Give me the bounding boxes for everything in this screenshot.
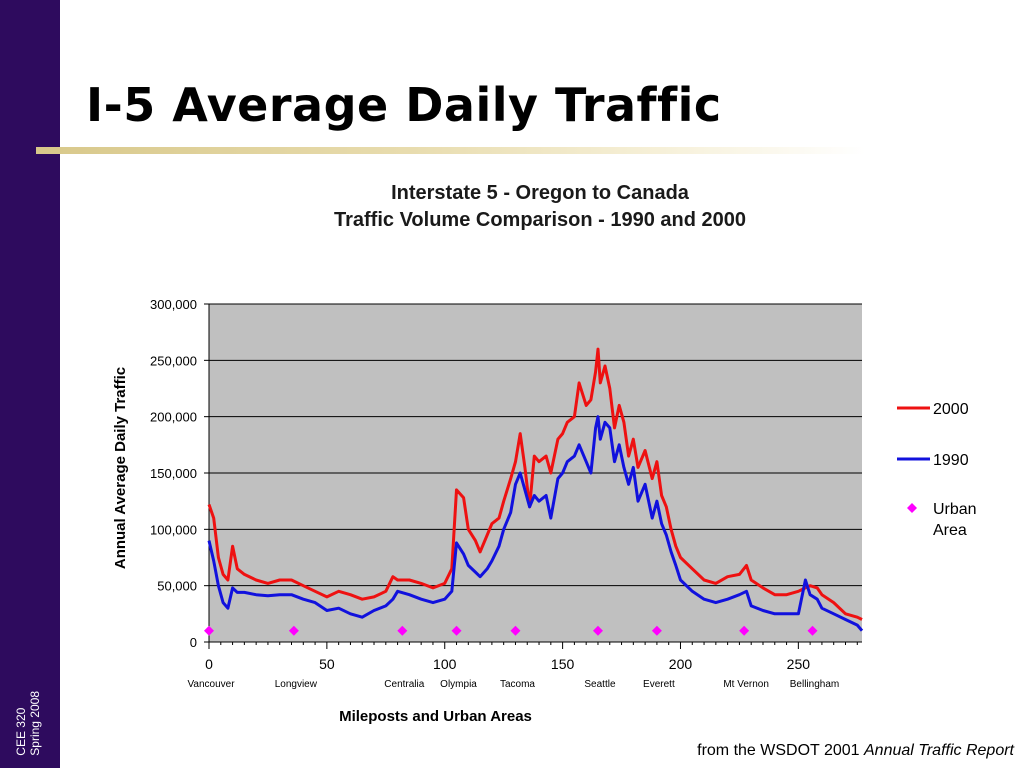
y-axis-label: Annual Average Daily Traffic	[112, 367, 129, 569]
source-note: from the WSDOT 2001 Annual Traffic Repor…	[697, 742, 1014, 760]
x-tick-label: 50	[319, 656, 335, 672]
urban-area-label: Longview	[275, 679, 318, 690]
urban-area-label: Olympia	[440, 679, 477, 690]
urban-area-label: Bellingham	[790, 679, 839, 690]
y-tick-label: 250,000	[150, 353, 197, 368]
x-tick-label: 0	[205, 656, 213, 672]
y-tick-label: 100,000	[150, 522, 197, 537]
x-tick-label: 200	[669, 656, 693, 672]
legend-1990-label: 1990	[933, 452, 969, 469]
chart-title: Interstate 5 - Oregon to Canada	[391, 182, 689, 204]
y-tick-label: 300,000	[150, 297, 197, 312]
urban-area-label: Tacoma	[500, 679, 535, 690]
legend-2000-label: 2000	[933, 401, 969, 418]
legend-urban-swatch	[907, 503, 917, 513]
urban-area-marker	[510, 625, 521, 636]
source-report-title: Annual Traffic Report	[864, 742, 1014, 759]
urban-area-label: Vancouver	[187, 679, 235, 690]
urban-area-marker	[807, 625, 818, 636]
urban-area-marker	[204, 625, 214, 636]
urban-area-label: Centralia	[384, 679, 424, 690]
urban-area-marker	[451, 625, 462, 636]
urban-area-label: Everett	[643, 679, 675, 690]
chart-subtitle: Traffic Volume Comparison - 1990 and 200…	[334, 209, 746, 231]
urban-area-marker	[592, 625, 603, 636]
sidebar-band: CEE 320 Spring 2008	[0, 0, 60, 768]
urban-area-marker	[651, 625, 662, 636]
legend-urban-label-line2: Area	[933, 522, 967, 539]
slide-title: I-5 Average Daily Traffic	[86, 78, 722, 132]
x-tick-label: 250	[787, 656, 811, 672]
y-tick-label: 150,000	[150, 466, 197, 481]
series-2000-line	[207, 347, 863, 621]
urban-area-label: Seattle	[584, 679, 616, 690]
x-axis-label: Mileposts and Urban Areas	[339, 708, 532, 725]
urban-area-label: Mt Vernon	[723, 679, 769, 690]
urban-area-marker	[739, 625, 750, 636]
urban-area-marker	[288, 625, 299, 636]
urban-area-marker	[397, 625, 408, 636]
x-tick-label: 100	[433, 656, 457, 672]
y-tick-label: 0	[190, 635, 197, 650]
series-1990-line	[207, 415, 864, 632]
source-prefix: from the WSDOT 2001	[697, 742, 864, 759]
chart-title-block: Interstate 5 - Oregon to Canada Traffic …	[240, 180, 840, 234]
title-underline	[36, 147, 866, 154]
y-tick-label: 200,000	[150, 410, 197, 425]
y-tick-label: 50,000	[157, 579, 197, 594]
legend-urban-label-line1: Urban	[933, 501, 977, 518]
x-tick-label: 150	[551, 656, 575, 672]
